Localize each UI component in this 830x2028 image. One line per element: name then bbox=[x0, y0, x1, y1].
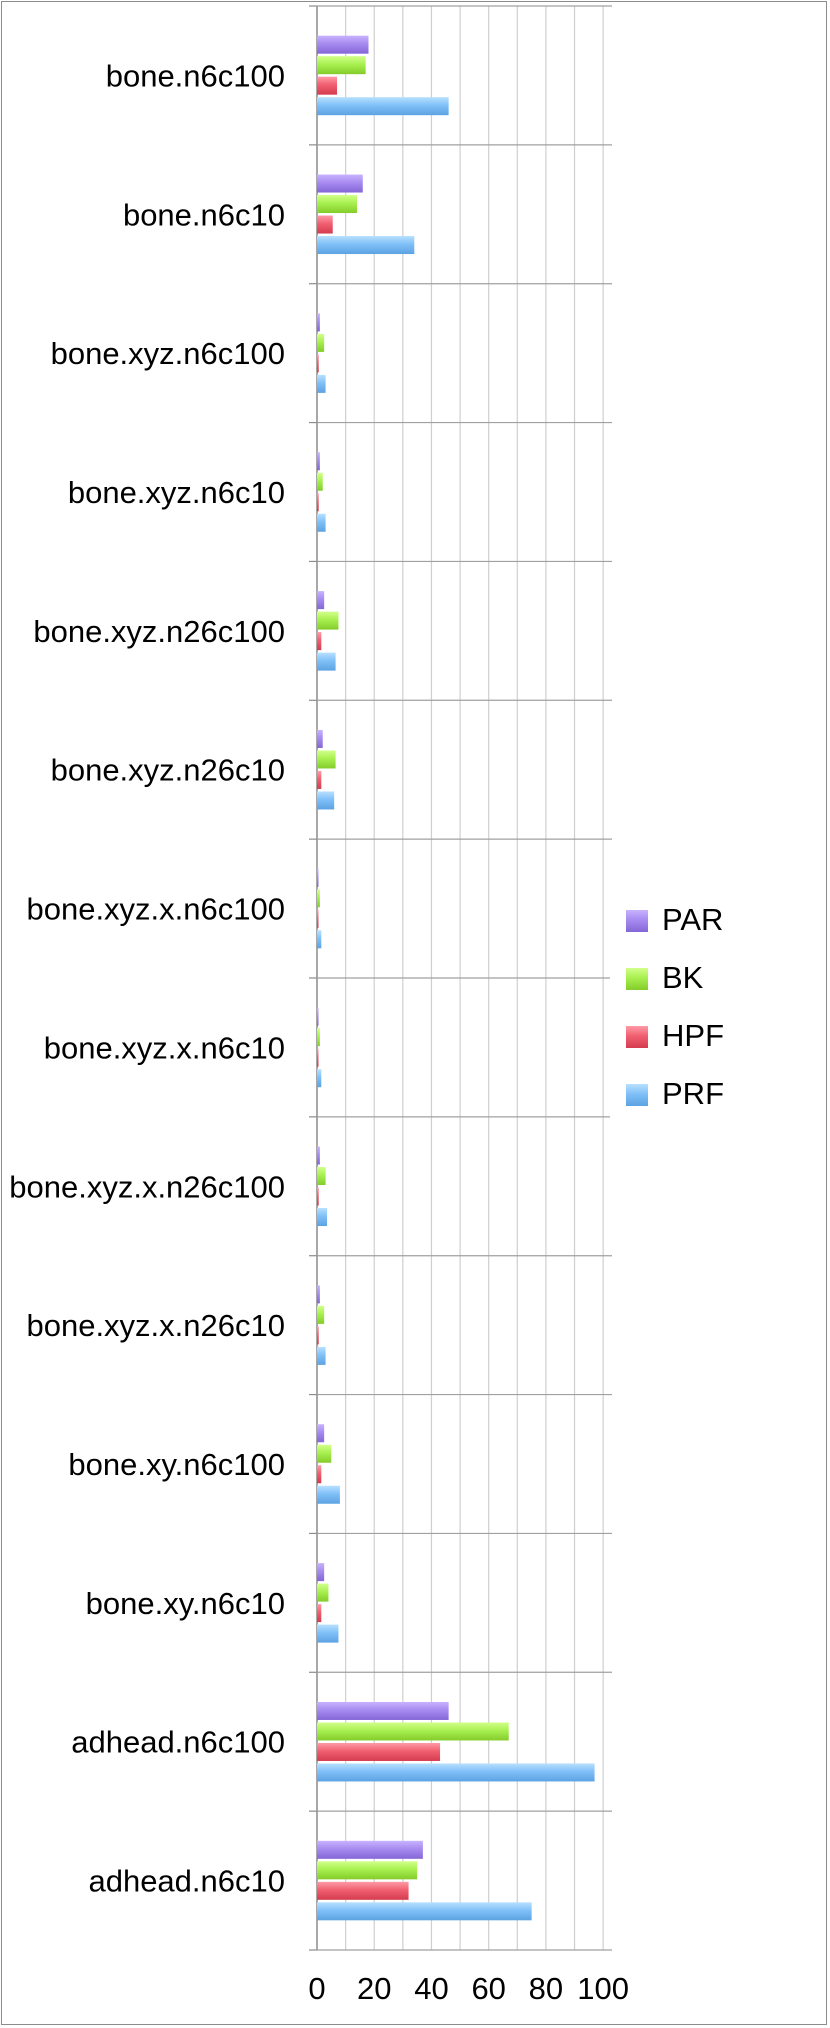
bar-hpf-bone.xyz.x.n26c100 bbox=[317, 1187, 319, 1206]
bar-bk-bone.xyz.x.n6c10 bbox=[317, 1028, 320, 1047]
bar-prf-bone.xyz.x.n26c100 bbox=[317, 1208, 328, 1227]
bar-par-bone.xyz.x.n6c100 bbox=[317, 868, 319, 887]
bar-bk-bone.n6c10 bbox=[317, 195, 358, 214]
bar-hpf-bone.xyz.n6c100 bbox=[317, 354, 319, 373]
x-axis-ticks: 0 20 40 60 80 100 bbox=[308, 1971, 629, 2006]
bar-bk-bone.xyz.n6c10 bbox=[317, 472, 323, 491]
bar-par-adhead.n6c10 bbox=[317, 1840, 423, 1859]
legend-swatch-prf bbox=[626, 1084, 648, 1106]
bar-bk-bone.xyz.n26c10 bbox=[317, 750, 336, 769]
bar-bk-bone.xyz.x.n26c100 bbox=[317, 1167, 326, 1186]
grid bbox=[309, 5, 612, 1951]
bar-hpf-bone.xyz.n26c100 bbox=[317, 632, 322, 651]
bar-par-bone.n6c10 bbox=[317, 174, 363, 193]
category-label: bone.xy.n6c100 bbox=[68, 1447, 285, 1482]
category-label: adhead.n6c10 bbox=[88, 1864, 285, 1899]
bar-prf-bone.xy.n6c10 bbox=[317, 1624, 339, 1643]
bar-par-bone.xy.n6c100 bbox=[317, 1424, 325, 1443]
category-label: adhead.n6c100 bbox=[71, 1725, 285, 1760]
bar-hpf-bone.xyz.x.n26c10 bbox=[317, 1326, 319, 1345]
bar-hpf-bone.n6c100 bbox=[317, 76, 338, 95]
category-label: bone.xyz.x.n26c10 bbox=[26, 1308, 285, 1343]
x-tick-label: 0 bbox=[308, 1971, 325, 2006]
bar-bk-bone.xy.n6c100 bbox=[317, 1444, 332, 1463]
bar-hpf-bone.xyz.x.n6c100 bbox=[317, 909, 319, 928]
legend-swatch-par bbox=[626, 910, 648, 932]
bar-hpf-bone.n6c10 bbox=[317, 215, 333, 234]
category-label: bone.xyz.n26c100 bbox=[33, 614, 285, 649]
bar-hpf-bone.xy.n6c100 bbox=[317, 1465, 322, 1484]
bar-hpf-adhead.n6c100 bbox=[317, 1742, 441, 1761]
bar-prf-adhead.n6c100 bbox=[317, 1763, 595, 1782]
category-label: bone.xyz.x.n6c100 bbox=[26, 892, 285, 927]
legend-swatch-bk bbox=[626, 968, 648, 990]
x-tick-label: 40 bbox=[414, 1971, 448, 2006]
legend-label-prf: PRF bbox=[662, 1076, 724, 1111]
bar-par-bone.xyz.n26c100 bbox=[317, 591, 325, 610]
bar-par-bone.xy.n6c10 bbox=[317, 1563, 325, 1582]
bar-par-bone.n6c100 bbox=[317, 35, 369, 54]
x-tick-label: 20 bbox=[357, 1971, 391, 2006]
bar-par-bone.xyz.x.n26c100 bbox=[317, 1146, 320, 1165]
bar-bk-adhead.n6c100 bbox=[317, 1722, 509, 1741]
x-tick-label: 100 bbox=[577, 1971, 629, 2006]
bar-prf-adhead.n6c10 bbox=[317, 1902, 532, 1921]
legend: PAR BK HPF PRF bbox=[610, 882, 800, 1132]
bar-prf-bone.n6c10 bbox=[317, 236, 415, 255]
bar-hpf-bone.xyz.x.n6c10 bbox=[317, 1048, 319, 1067]
bar-par-bone.xyz.n26c10 bbox=[317, 729, 323, 748]
bar-bk-bone.xyz.n6c100 bbox=[317, 333, 325, 352]
bar-par-adhead.n6c100 bbox=[317, 1701, 449, 1720]
bar-par-bone.xyz.n6c10 bbox=[317, 452, 320, 471]
legend-label-bk: BK bbox=[662, 960, 704, 995]
bar-prf-bone.xyz.x.n6c10 bbox=[317, 1069, 322, 1088]
bar-hpf-bone.xyz.n26c10 bbox=[317, 770, 322, 789]
category-label: bone.xyz.n6c10 bbox=[68, 475, 285, 510]
bar-prf-bone.xy.n6c100 bbox=[317, 1485, 340, 1504]
category-labels: bone.n6c100 bone.n6c10 bone.xyz.n6c100 bone… bbox=[9, 58, 285, 1898]
legend-swatch-hpf bbox=[626, 1026, 648, 1048]
bar-bk-adhead.n6c10 bbox=[317, 1861, 418, 1880]
bar-prf-bone.xyz.x.n6c100 bbox=[317, 930, 322, 949]
bar-par-bone.xyz.n6c100 bbox=[317, 313, 320, 332]
x-tick-label: 80 bbox=[529, 1971, 563, 2006]
bar-prf-bone.n6c100 bbox=[317, 97, 449, 116]
bar-prf-bone.xyz.n26c10 bbox=[317, 791, 335, 810]
bar-bk-bone.n6c100 bbox=[317, 56, 366, 75]
bar-bk-bone.xy.n6c10 bbox=[317, 1583, 329, 1602]
legend-label-par: PAR bbox=[662, 902, 723, 937]
bar-par-bone.xyz.x.n26c10 bbox=[317, 1285, 320, 1304]
bar-hpf-bone.xyz.n6c10 bbox=[317, 493, 319, 512]
bar-par-bone.xyz.x.n6c10 bbox=[317, 1007, 319, 1026]
bar-prf-bone.xyz.n26c100 bbox=[317, 652, 336, 671]
bar-bk-bone.xyz.n26c100 bbox=[317, 611, 339, 630]
category-label: bone.n6c10 bbox=[123, 197, 285, 232]
bars bbox=[317, 35, 595, 1921]
category-label: bone.xyz.n26c10 bbox=[51, 753, 285, 788]
category-label: bone.xyz.n6c100 bbox=[51, 336, 285, 371]
bar-prf-bone.xyz.n6c100 bbox=[317, 374, 326, 393]
bar-hpf-adhead.n6c10 bbox=[317, 1881, 409, 1900]
bar-bk-bone.xyz.x.n26c10 bbox=[317, 1305, 325, 1324]
category-label: bone.xyz.x.n26c100 bbox=[9, 1169, 285, 1204]
x-tick-label: 60 bbox=[471, 1971, 505, 2006]
bar-prf-bone.xyz.x.n26c10 bbox=[317, 1346, 326, 1365]
bar-hpf-bone.xy.n6c10 bbox=[317, 1604, 322, 1623]
category-label: bone.xy.n6c10 bbox=[86, 1586, 285, 1621]
bar-prf-bone.xyz.n6c10 bbox=[317, 513, 326, 532]
legend-label-hpf: HPF bbox=[662, 1018, 724, 1053]
category-label: bone.xyz.x.n6c10 bbox=[44, 1030, 285, 1065]
bar-bk-bone.xyz.x.n6c100 bbox=[317, 889, 320, 908]
category-label: bone.n6c100 bbox=[106, 58, 285, 93]
